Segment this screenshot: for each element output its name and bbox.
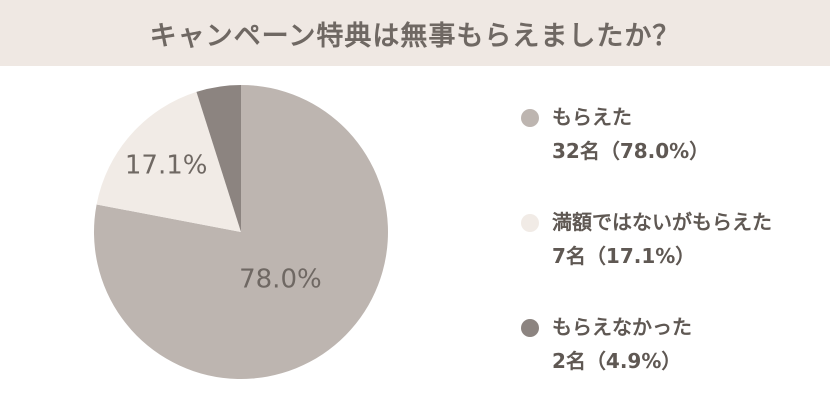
pie-slice-received: [93, 85, 388, 379]
legend-swatch-not-received: [521, 319, 539, 337]
pie-chart: 78.0% 17.1%: [93, 85, 388, 379]
legend-swatch-received: [521, 109, 539, 127]
pie-slice-not-received: [196, 85, 241, 232]
title-bar: キャンペーン特典は無事もらえましたか？: [0, 0, 830, 66]
legend-swatch-partial: [521, 214, 539, 232]
legend-count-partial: 7名（17.1%）: [552, 244, 696, 268]
pie-label-partial: 17.1%: [125, 151, 208, 181]
legend-label-not-received: もらえなかった: [552, 315, 692, 339]
legend-count-not-received: 2名（4.9%）: [552, 349, 682, 373]
pie-slice-partial: [96, 91, 241, 232]
chart-title: キャンペーン特典は無事もらえましたか？: [149, 20, 681, 52]
legend-label-received: もらえた: [552, 105, 632, 129]
pie-label-received: 78.0%: [239, 265, 322, 295]
legend-count-received: 32名（78.0%）: [552, 139, 710, 163]
legend-label-partial: 満額ではないがもらえた: [552, 210, 772, 234]
